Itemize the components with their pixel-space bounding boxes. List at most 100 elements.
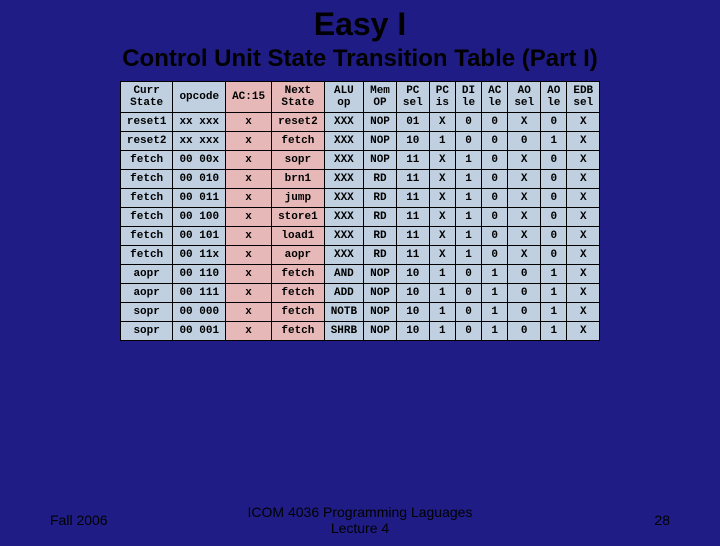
table-cell: 0 bbox=[541, 227, 567, 246]
table-cell: 00 110 bbox=[173, 265, 226, 284]
table-cell: 0 bbox=[508, 265, 541, 284]
table-cell: 00 011 bbox=[173, 189, 226, 208]
table-cell: sopr bbox=[120, 322, 173, 341]
table-cell: fetch bbox=[272, 132, 325, 151]
table-cell: reset2 bbox=[272, 113, 325, 132]
table-cell: fetch bbox=[120, 246, 173, 265]
table-cell: 10 bbox=[396, 132, 429, 151]
table-cell: 0 bbox=[541, 113, 567, 132]
table-cell: 1 bbox=[455, 170, 481, 189]
table-cell: 00 00x bbox=[173, 151, 226, 170]
table-cell: NOP bbox=[364, 132, 397, 151]
table-cell: RD bbox=[364, 227, 397, 246]
table-cell: 00 11x bbox=[173, 246, 226, 265]
table-cell: 11 bbox=[396, 189, 429, 208]
table-cell: 1 bbox=[541, 132, 567, 151]
table-cell: XXX bbox=[324, 227, 363, 246]
footer-center-line1: ICOM 4036 Programming Laguages bbox=[248, 504, 473, 520]
table-cell: 1 bbox=[429, 284, 455, 303]
table-cell: reset2 bbox=[120, 132, 173, 151]
table-body: reset1xx xxxxreset2XXXNOP01X00X0Xreset2x… bbox=[120, 113, 599, 341]
table-cell: aopr bbox=[272, 246, 325, 265]
page-title: Easy I bbox=[0, 6, 720, 43]
table-cell: fetch bbox=[120, 208, 173, 227]
table-cell: 0 bbox=[455, 322, 481, 341]
table-row: aopr00 111xfetchADDNOP1010101X bbox=[120, 284, 599, 303]
table-cell: 11 bbox=[396, 246, 429, 265]
table-cell: X bbox=[508, 113, 541, 132]
table-cell: XXX bbox=[324, 246, 363, 265]
table-cell: 1 bbox=[482, 284, 508, 303]
table-cell: brn1 bbox=[272, 170, 325, 189]
table-cell: X bbox=[567, 151, 600, 170]
table-cell: 1 bbox=[541, 303, 567, 322]
table-cell: fetch bbox=[120, 170, 173, 189]
table-cell: XXX bbox=[324, 113, 363, 132]
table-row: fetch00 100xstore1XXXRD11X10X0X bbox=[120, 208, 599, 227]
table-cell: NOP bbox=[364, 284, 397, 303]
table-cell: 10 bbox=[396, 284, 429, 303]
table-cell: sopr bbox=[272, 151, 325, 170]
table-cell: 1 bbox=[482, 322, 508, 341]
table-row: fetch00 011xjumpXXXRD11X10X0X bbox=[120, 189, 599, 208]
table-cell: x bbox=[226, 322, 272, 341]
table-cell: NOP bbox=[364, 151, 397, 170]
table-cell: XXX bbox=[324, 189, 363, 208]
footer-right: 28 bbox=[654, 512, 670, 528]
table-cell: 0 bbox=[455, 132, 481, 151]
table-cell: X bbox=[429, 208, 455, 227]
table-header-cell: ALUop bbox=[324, 82, 363, 113]
table-cell: 0 bbox=[541, 208, 567, 227]
table-cell: x bbox=[226, 132, 272, 151]
table-row: fetch00 00xxsoprXXXNOP11X10X0X bbox=[120, 151, 599, 170]
table-header-cell: AC:15 bbox=[226, 82, 272, 113]
table-cell: 0 bbox=[508, 303, 541, 322]
table-header-cell: MemOP bbox=[364, 82, 397, 113]
table-cell: 1 bbox=[541, 265, 567, 284]
table-cell: X bbox=[429, 151, 455, 170]
table-row: reset1xx xxxxreset2XXXNOP01X00X0X bbox=[120, 113, 599, 132]
table-cell: 0 bbox=[455, 303, 481, 322]
table-cell: jump bbox=[272, 189, 325, 208]
page-subtitle: Control Unit State Transition Table (Par… bbox=[0, 45, 720, 73]
table-cell: RD bbox=[364, 170, 397, 189]
table-cell: AND bbox=[324, 265, 363, 284]
table-cell: X bbox=[508, 189, 541, 208]
table-cell: 11 bbox=[396, 208, 429, 227]
table-cell: 0 bbox=[541, 246, 567, 265]
table-cell: store1 bbox=[272, 208, 325, 227]
table-cell: x bbox=[226, 246, 272, 265]
table-header-cell: ACle bbox=[482, 82, 508, 113]
table-cell: X bbox=[508, 227, 541, 246]
table-cell: x bbox=[226, 265, 272, 284]
table-cell: 00 000 bbox=[173, 303, 226, 322]
table-cell: X bbox=[567, 227, 600, 246]
table-cell: 00 100 bbox=[173, 208, 226, 227]
state-transition-table: CurrStateopcodeAC:15NextStateALUopMemOPP… bbox=[120, 81, 600, 341]
table-row: sopr00 000xfetchNOTBNOP1010101X bbox=[120, 303, 599, 322]
table-cell: 1 bbox=[455, 189, 481, 208]
table-cell: 0 bbox=[455, 284, 481, 303]
table-cell: x bbox=[226, 151, 272, 170]
table-cell: 1 bbox=[455, 227, 481, 246]
table-cell: 0 bbox=[482, 208, 508, 227]
table-cell: X bbox=[567, 208, 600, 227]
table-cell: NOP bbox=[364, 265, 397, 284]
table-cell: 1 bbox=[455, 246, 481, 265]
table-row: sopr00 001xfetchSHRBNOP1010101X bbox=[120, 322, 599, 341]
table-cell: X bbox=[429, 246, 455, 265]
table-cell: 0 bbox=[482, 151, 508, 170]
table-cell: NOP bbox=[364, 303, 397, 322]
table-cell: 1 bbox=[429, 322, 455, 341]
footer-center-line2: Lecture 4 bbox=[331, 520, 389, 536]
table-cell: XXX bbox=[324, 208, 363, 227]
table-cell: x bbox=[226, 284, 272, 303]
table-cell: ADD bbox=[324, 284, 363, 303]
table-cell: 1 bbox=[482, 265, 508, 284]
table-cell: 0 bbox=[541, 151, 567, 170]
table-cell: 0 bbox=[508, 284, 541, 303]
table-cell: fetch bbox=[120, 151, 173, 170]
table-cell: X bbox=[567, 322, 600, 341]
table-cell: 11 bbox=[396, 151, 429, 170]
table-cell: 0 bbox=[482, 113, 508, 132]
